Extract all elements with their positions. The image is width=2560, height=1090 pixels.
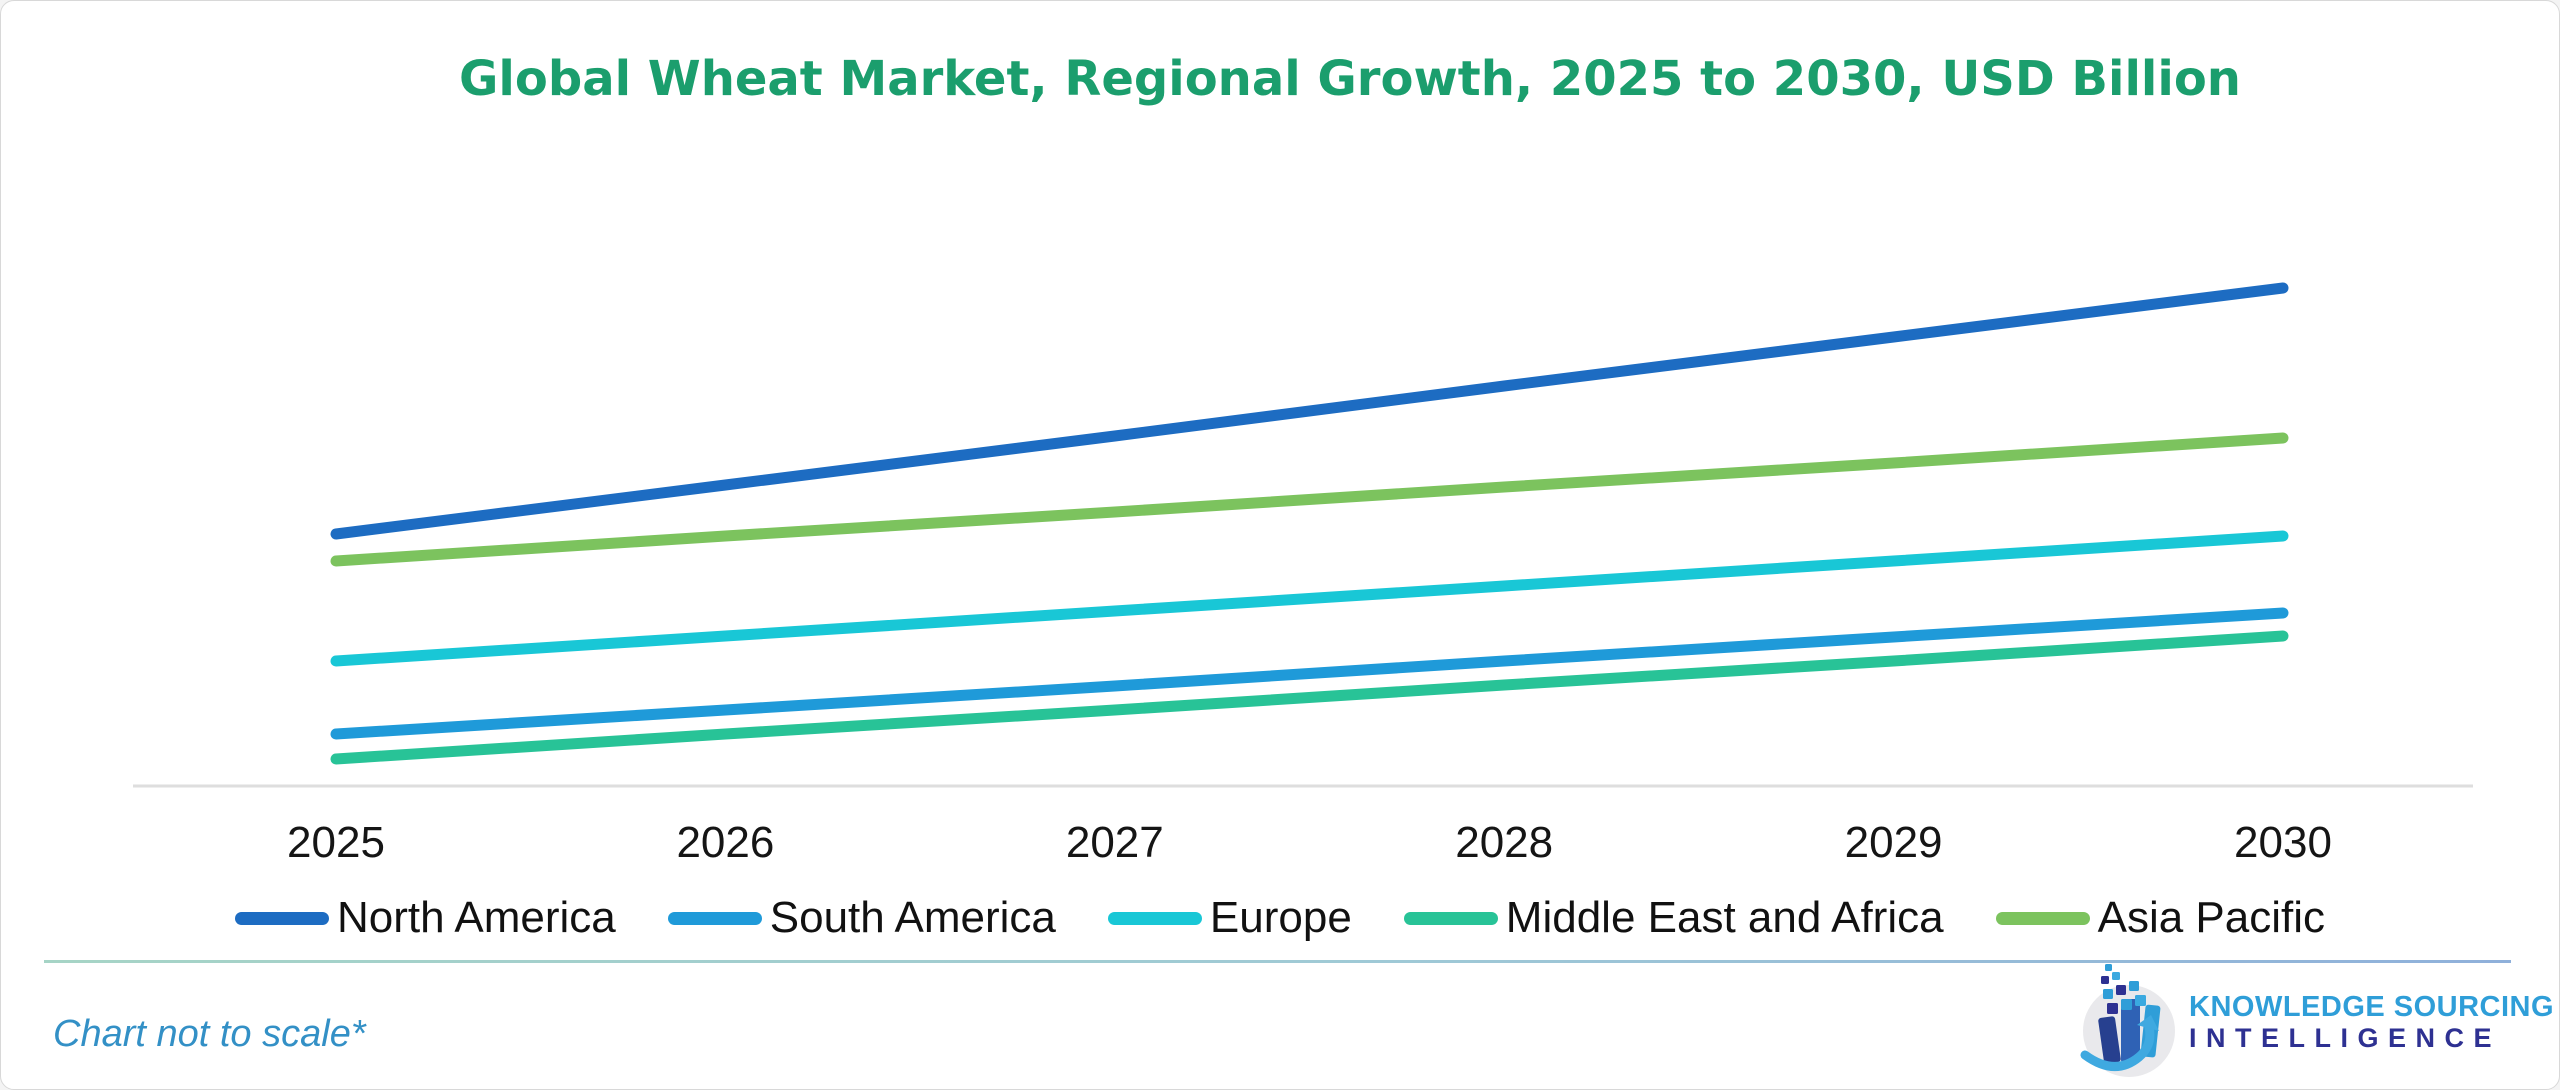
- legend-swatch-north-america: [234, 911, 329, 925]
- legend-item-middle-east-and-africa: Middle East and Africa: [1403, 893, 1944, 943]
- legend-item-asia-pacific: Asia Pacific: [1995, 893, 2326, 943]
- legend-swatch-middle-east-and-africa: [1403, 911, 1498, 925]
- footer-divider: [44, 960, 2511, 963]
- x-tick-label-2029: 2029: [1844, 818, 1943, 867]
- legend-label-europe: Europe: [1209, 893, 1352, 942]
- series-line-south-america: [330, 607, 2289, 740]
- legend-label-north-america: North America: [336, 893, 616, 942]
- x-tick-label-2025: 2025: [287, 818, 385, 867]
- legend-item-north-america: North America: [234, 893, 616, 943]
- legend-swatch-south-america: [667, 911, 762, 925]
- series-line-europe: [330, 530, 2289, 667]
- series-line-asia-pacific: [330, 432, 2289, 567]
- brand-logo-text: KNOWLEDGE SOURCING INTELLIGENCE: [2189, 991, 2554, 1054]
- brand-logo: KNOWLEDGE SOURCING INTELLIGENCE: [2077, 963, 2554, 1081]
- x-tick-label-2028: 2028: [1455, 818, 1554, 867]
- chart-title: Global Wheat Market, Regional Growth, 20…: [459, 51, 2241, 107]
- x-tick-label-2030: 2030: [2234, 818, 2332, 867]
- series-line-north-america: [330, 282, 2289, 540]
- legend-label-asia-pacific: Asia Pacific: [2097, 893, 2326, 942]
- series-line-middle-east-and-africa: [330, 630, 2289, 765]
- knowledge-sourcing-logo-icon: [2080, 964, 2175, 1077]
- x-tick-label-2027: 2027: [1065, 818, 1164, 867]
- x-tick-label-2026: 2026: [676, 818, 775, 867]
- brand-name-top: KNOWLEDGE SOURCING: [2189, 990, 2555, 1023]
- chart-legend: North America South America Europe Middle E…: [1, 893, 2559, 943]
- legend-swatch-europe: [1107, 911, 1202, 925]
- brand-name-bottom: INTELLIGENCE: [2189, 1023, 2502, 1054]
- legend-label-middle-east-and-africa: Middle East and Africa: [1505, 893, 1944, 942]
- not-to-scale-note: Chart not to scale*: [53, 1013, 366, 1055]
- legend-item-europe: Europe: [1107, 893, 1352, 943]
- legend-item-south-america: South America: [667, 893, 1056, 943]
- legend-label-south-america: South America: [769, 893, 1056, 942]
- legend-swatch-asia-pacific: [1995, 911, 2090, 925]
